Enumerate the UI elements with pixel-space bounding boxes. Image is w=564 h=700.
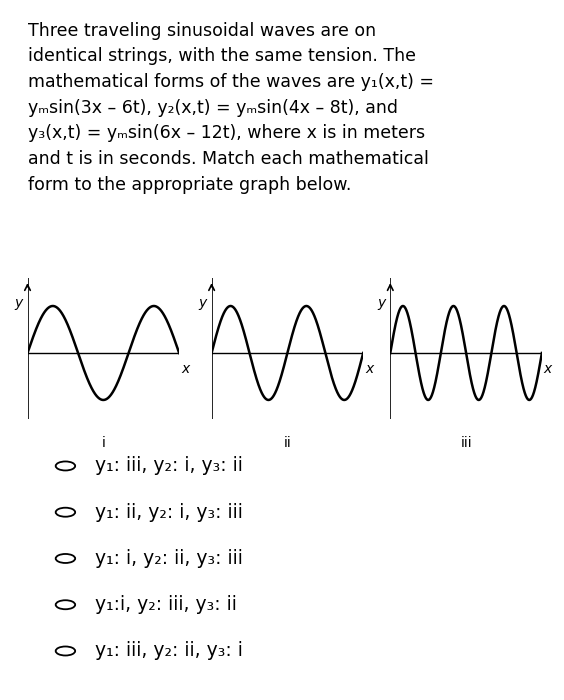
Text: y₁: i, y₂: ii, y₃: iii: y₁: i, y₂: ii, y₃: iii — [95, 549, 243, 568]
Text: y₁: iii, y₂: ii, y₃: i: y₁: iii, y₂: ii, y₃: i — [95, 641, 243, 661]
Text: Three traveling sinusoidal waves are on
identical strings, with the same tension: Three traveling sinusoidal waves are on … — [28, 22, 434, 194]
Text: y₁:i, y₂: iii, y₃: ii: y₁:i, y₂: iii, y₃: ii — [95, 595, 237, 614]
Text: y₁: ii, y₂: i, y₃: iii: y₁: ii, y₂: i, y₃: iii — [95, 503, 243, 522]
Text: y₁: iii, y₂: i, y₃: ii: y₁: iii, y₂: i, y₃: ii — [95, 456, 243, 475]
